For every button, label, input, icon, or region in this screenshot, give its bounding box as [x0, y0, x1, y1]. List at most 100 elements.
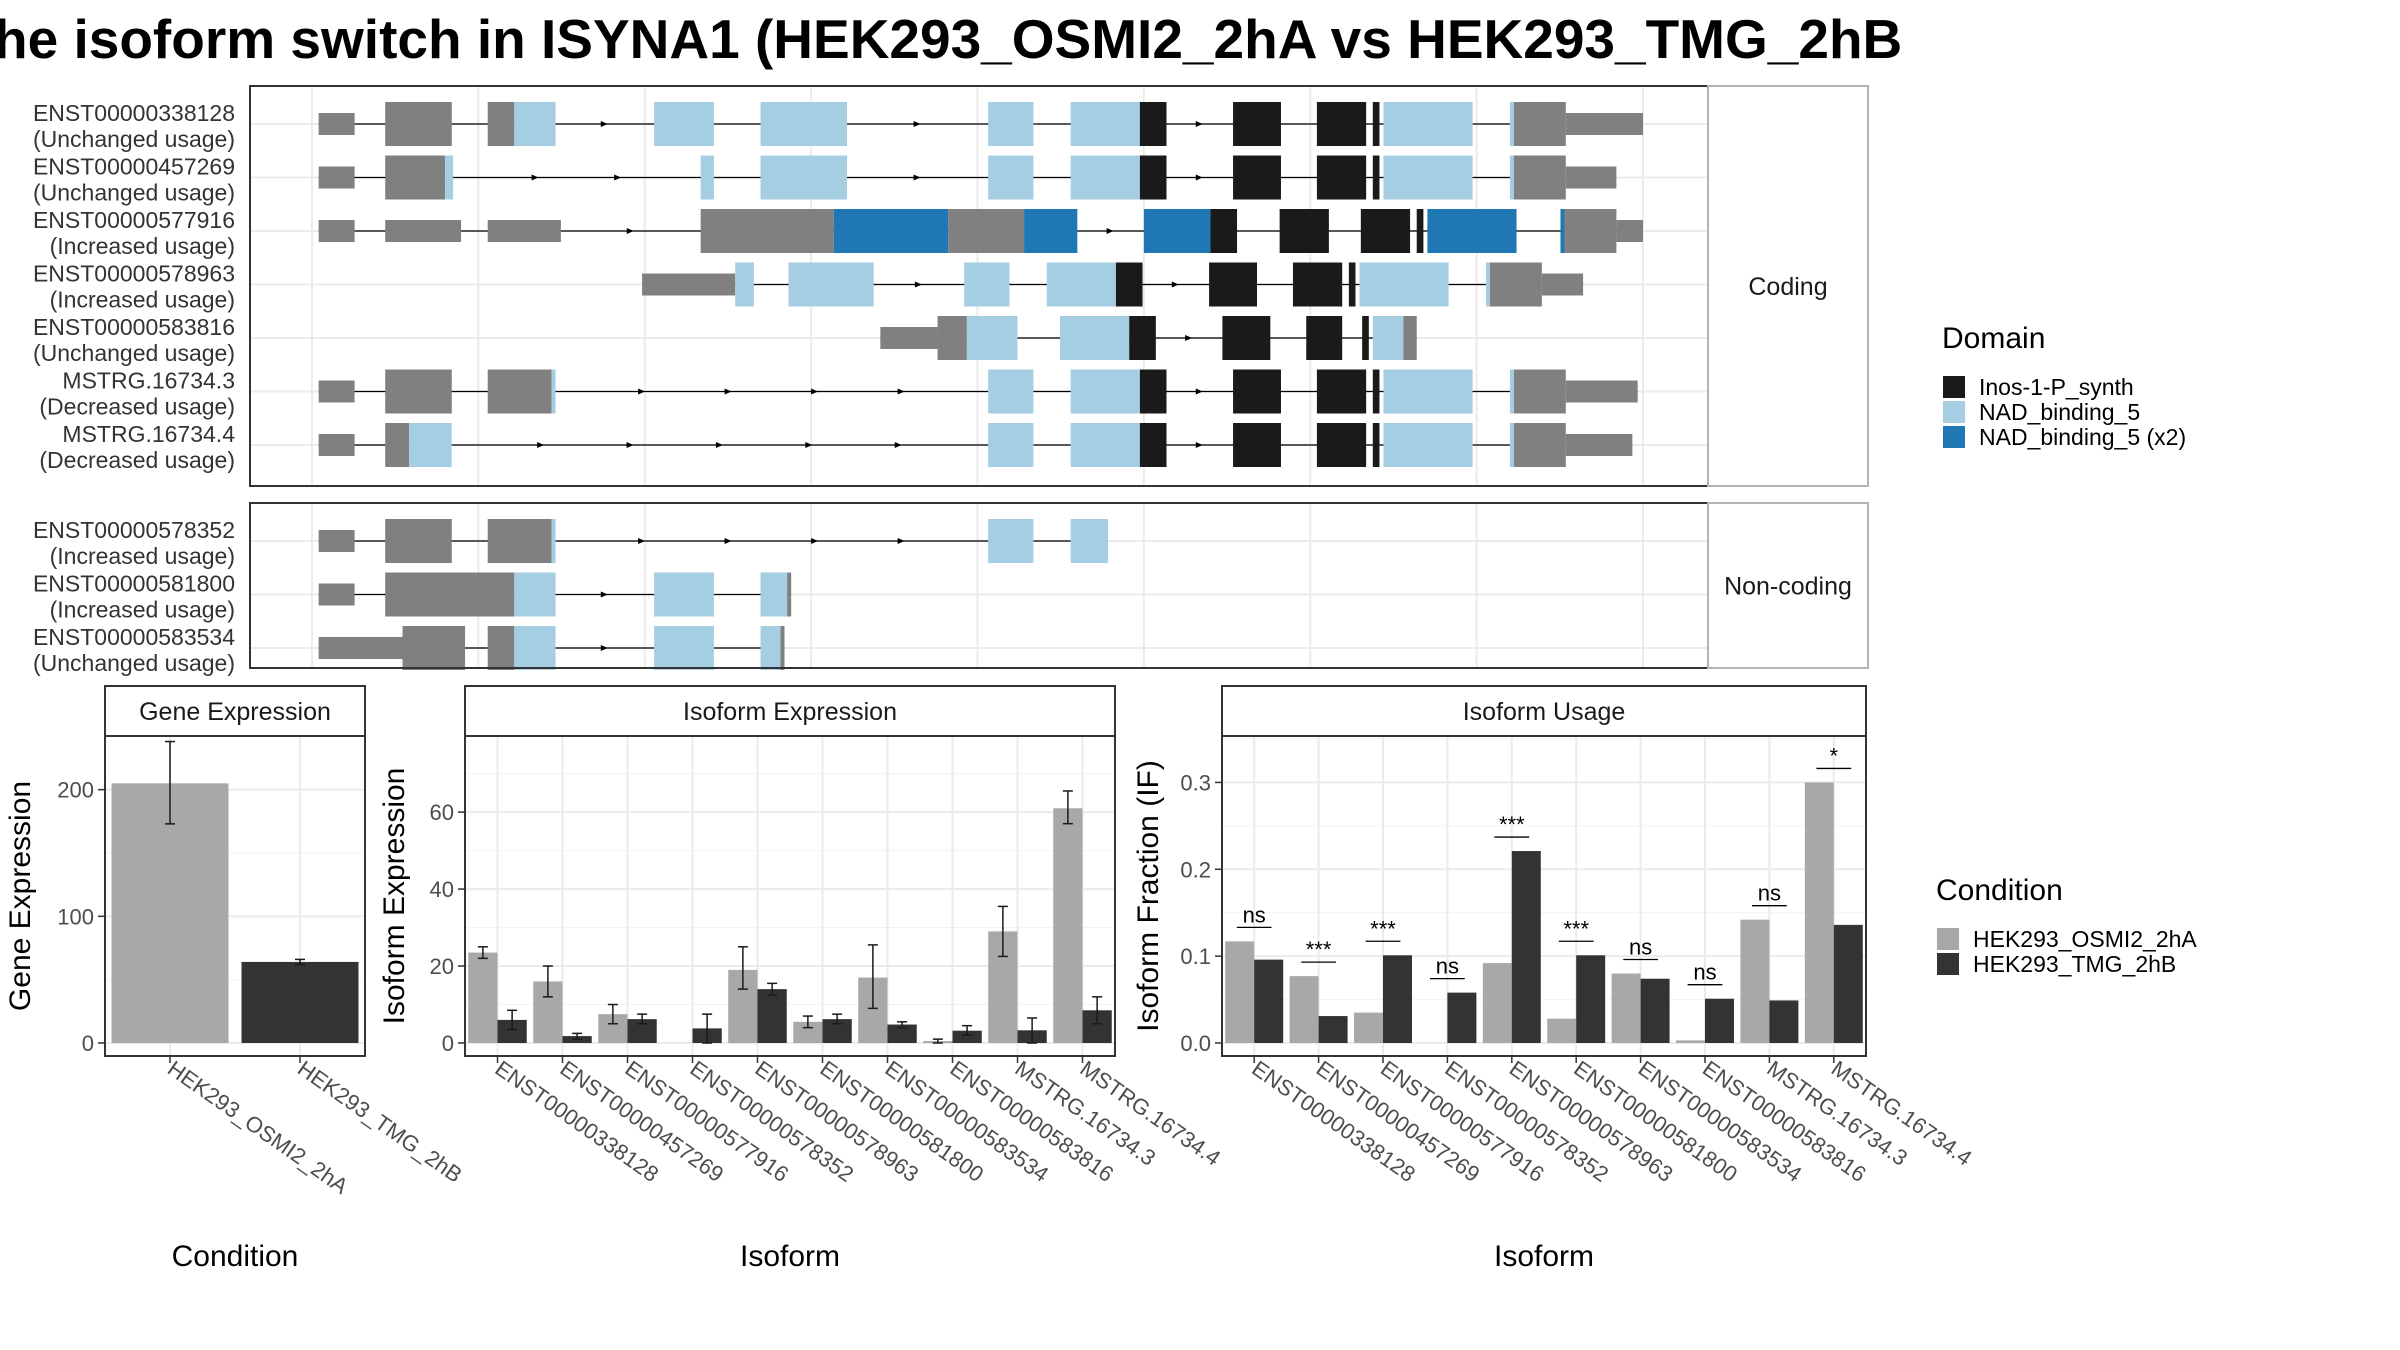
nad-binding-exon — [966, 316, 1018, 360]
coding-exon — [948, 209, 1025, 253]
bar — [1225, 941, 1255, 1043]
nad-binding-exon — [1070, 519, 1108, 563]
utr-exon — [1565, 434, 1633, 456]
transcript-usage-label: (Unchanged usage) — [33, 340, 235, 366]
nad-binding-exon — [988, 102, 1034, 146]
nad-binding-exon — [760, 626, 781, 670]
chart-title: Isoform Expression — [683, 698, 897, 726]
utr-exon — [318, 380, 355, 403]
utr-exon — [318, 637, 403, 659]
utr-exon — [318, 583, 355, 606]
panel-strip — [1707, 502, 1869, 669]
significance-label: *** — [1563, 916, 1589, 941]
coding-exon — [385, 423, 410, 467]
transcript-usage-label: (Increased usage) — [50, 233, 235, 259]
nad-binding-exon — [1359, 262, 1449, 307]
bar — [887, 1024, 917, 1043]
nad-binding-exon — [1509, 423, 1514, 467]
nad-binding-exon — [1383, 423, 1473, 467]
inos-domain-exon — [1372, 102, 1380, 146]
y-tick-label: 0.1 — [1180, 944, 1211, 969]
nad-binding-exon — [760, 155, 848, 200]
strand-arrow — [600, 591, 608, 598]
coding-exon — [1564, 209, 1617, 253]
y-tick-label: 0.0 — [1180, 1031, 1211, 1056]
strand-arrow — [811, 388, 819, 395]
nad-binding-exon — [654, 626, 714, 670]
strand-arrow — [626, 442, 634, 448]
inos-domain-exon — [1360, 209, 1411, 253]
transcript-structure-panel: ENST00000338128(Unchanged usage)ENST0000… — [33, 85, 1869, 676]
coding-exon — [402, 626, 466, 670]
significance-label: ns — [1693, 960, 1716, 985]
legend-swatch — [1937, 928, 1959, 950]
bar — [1769, 1000, 1799, 1043]
bar — [241, 961, 359, 1043]
strand-arrow — [531, 174, 539, 181]
nad-binding-exon — [1070, 102, 1140, 146]
nad-binding-exon — [409, 423, 452, 467]
coding-exon — [487, 626, 515, 670]
transcript-id-label: ENST00000457269 — [33, 154, 235, 180]
inos-domain-exon — [1348, 262, 1356, 307]
nad-binding-exon — [1383, 102, 1473, 146]
bar — [952, 1030, 982, 1043]
nad-binding-exon — [1509, 155, 1514, 200]
transcript-track — [318, 209, 1643, 253]
nad-binding-exon — [988, 155, 1034, 200]
transcript-usage-label: (Decreased usage) — [39, 447, 235, 473]
nad-binding-exon — [700, 155, 714, 200]
bar — [1611, 973, 1641, 1043]
inos-domain-exon — [1306, 316, 1343, 360]
coding-exon — [385, 369, 452, 414]
nad-binding-exon — [1383, 369, 1473, 414]
utr-exon — [318, 113, 355, 135]
bar — [1740, 919, 1770, 1043]
inos-domain-exon — [1279, 209, 1329, 253]
inos-domain-exon — [1316, 155, 1367, 200]
inos-domain-exon — [1292, 262, 1343, 307]
coding-exon — [1513, 369, 1566, 414]
legend-swatch — [1943, 401, 1965, 423]
legend-label: Inos-1-P_synth — [1979, 374, 2134, 400]
transcript-usage-label: (Increased usage) — [50, 543, 235, 569]
transcript-usage-label: (Increased usage) — [50, 287, 235, 313]
transcript-id-label: MSTRG.16734.3 — [62, 368, 235, 394]
coding-exon — [780, 626, 785, 670]
nad-binding-exon — [760, 572, 788, 617]
strand-arrow — [897, 538, 905, 544]
inos-domain-exon — [1139, 155, 1167, 200]
legend-swatch — [1937, 953, 1959, 975]
nad-binding-exon — [788, 262, 874, 307]
significance-label: * — [1830, 743, 1839, 768]
nad-binding-exon — [988, 369, 1034, 414]
y-tick-label: 40 — [430, 877, 454, 902]
y-tick-label: 20 — [430, 954, 454, 979]
strand-arrow — [1106, 228, 1114, 234]
panel-strip — [1221, 685, 1867, 737]
inos-domain-exon — [1372, 369, 1380, 414]
utr-exon — [1541, 273, 1584, 296]
strand-arrow — [1195, 174, 1203, 181]
nad-binding-exon — [1070, 155, 1140, 200]
legend-label: HEK293_OSMI2_2hA — [1973, 926, 2197, 952]
transcript-usage-label: (Unchanged usage) — [33, 126, 235, 152]
nad-binding-exon — [988, 519, 1034, 563]
significance-label: ns — [1758, 881, 1781, 906]
bar — [1482, 963, 1512, 1043]
transcript-usage-label: (Increased usage) — [50, 597, 235, 623]
strand-arrow — [626, 228, 634, 234]
section-strip-label: Coding — [1748, 273, 1827, 301]
strand-arrow — [894, 442, 902, 448]
coding-exon — [487, 519, 552, 563]
nad-binding-exon — [514, 572, 556, 617]
strand-arrow — [913, 174, 921, 181]
bar — [1804, 782, 1834, 1043]
nad-binding-exon — [551, 519, 556, 563]
legends: Domain Inos-1-P_synthNAD_binding_5NAD_bin… — [1936, 322, 2197, 977]
strand-arrow — [715, 442, 723, 448]
inos-domain-exon — [1372, 423, 1380, 467]
strand-arrow — [811, 538, 819, 544]
